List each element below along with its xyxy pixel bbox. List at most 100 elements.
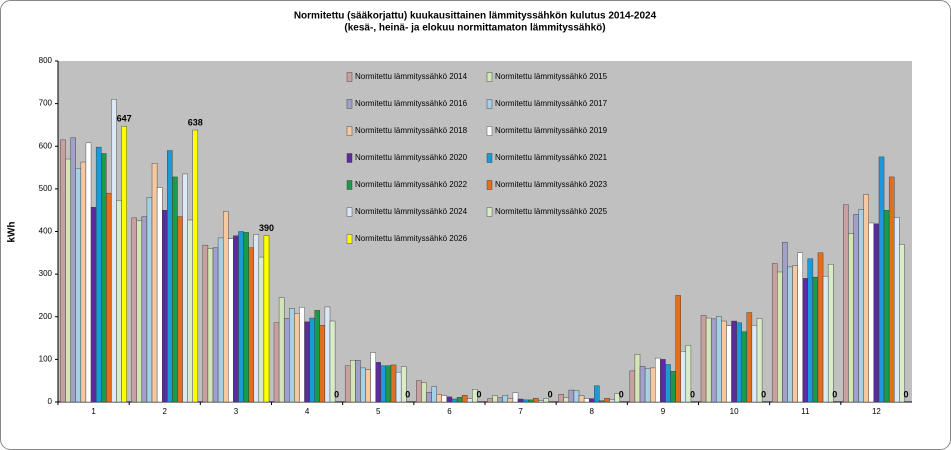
bar xyxy=(568,389,575,403)
bar xyxy=(802,278,808,403)
bar xyxy=(248,247,254,403)
bar xyxy=(807,258,814,403)
legend-swatch xyxy=(346,180,353,190)
bar xyxy=(167,150,173,403)
legend-swatch xyxy=(346,153,353,163)
data-label: 0 xyxy=(832,389,837,399)
bar xyxy=(665,364,671,403)
bar xyxy=(431,386,437,403)
data-label: 0 xyxy=(690,389,695,399)
bar xyxy=(380,365,387,403)
bar xyxy=(741,331,748,403)
bar xyxy=(797,252,803,403)
bar xyxy=(528,399,534,403)
bar xyxy=(121,126,127,403)
bar xyxy=(324,306,331,403)
y-tick-label: 600 xyxy=(39,141,53,150)
bar xyxy=(716,316,722,403)
legend-label: Normitettu lämmityssähkö 2026 xyxy=(355,234,468,243)
bar xyxy=(172,176,178,403)
x-tick-label: 3 xyxy=(234,407,239,416)
bar xyxy=(472,389,478,403)
bar xyxy=(863,194,869,403)
bar xyxy=(177,216,183,403)
bar xyxy=(202,244,209,403)
data-label: 638 xyxy=(188,117,203,127)
x-tick-label: 12 xyxy=(872,407,881,416)
bar xyxy=(543,398,549,403)
bar xyxy=(817,252,824,403)
bar xyxy=(899,244,905,403)
data-label: 0 xyxy=(405,389,410,399)
bar xyxy=(782,241,788,403)
bar xyxy=(563,397,570,403)
bar xyxy=(599,400,605,403)
bar xyxy=(162,209,168,403)
bar xyxy=(141,216,148,403)
bar xyxy=(258,256,265,403)
bar xyxy=(400,366,407,403)
bar xyxy=(731,320,737,403)
bar xyxy=(263,235,270,403)
y-tick-label: 300 xyxy=(39,269,53,278)
bar xyxy=(858,209,864,403)
x-tick-label: 5 xyxy=(376,407,381,416)
bar xyxy=(294,313,300,403)
legend-label: Normitettu lämmityssähkö 2017 xyxy=(495,99,608,108)
bar xyxy=(873,223,880,403)
bar xyxy=(787,266,793,403)
bar xyxy=(283,318,290,403)
bar xyxy=(533,397,539,403)
bar xyxy=(456,397,463,403)
legend-swatch xyxy=(486,153,493,163)
bar xyxy=(629,370,636,403)
bar xyxy=(675,295,681,403)
bar xyxy=(853,214,859,403)
bar xyxy=(222,211,229,403)
bar xyxy=(243,232,249,403)
bar xyxy=(416,380,422,403)
bar xyxy=(314,310,321,403)
bar xyxy=(812,276,819,403)
bar xyxy=(101,153,107,403)
bar xyxy=(273,322,280,403)
bar xyxy=(710,318,717,403)
legend-swatch xyxy=(346,207,353,217)
bar xyxy=(65,158,71,403)
bar xyxy=(329,320,336,403)
bar xyxy=(700,315,707,403)
bar xyxy=(502,394,509,403)
bar xyxy=(75,168,82,403)
bar xyxy=(385,365,392,403)
bar xyxy=(639,365,646,403)
bar xyxy=(80,161,87,403)
bar xyxy=(843,204,849,403)
bar xyxy=(395,371,402,403)
bar xyxy=(461,394,468,403)
bar xyxy=(894,217,900,403)
legend-swatch xyxy=(346,99,353,109)
bar xyxy=(238,231,244,403)
bar xyxy=(583,398,590,403)
x-tick-label: 8 xyxy=(590,407,595,416)
x-tick-label: 6 xyxy=(447,407,452,416)
legend-label: Normitettu lämmityssähkö 2016 xyxy=(355,99,468,108)
bar xyxy=(350,360,356,403)
x-tick-label: 2 xyxy=(163,407,168,416)
data-label: 0 xyxy=(476,389,481,399)
chart-subtitle: (kesä-, heinä- ja elokuu normittamaton l… xyxy=(344,23,605,34)
bar xyxy=(467,398,473,403)
bar xyxy=(771,263,778,403)
bar xyxy=(289,308,295,403)
bar xyxy=(156,187,163,403)
bar xyxy=(868,222,875,403)
bar xyxy=(441,395,448,403)
data-label: 0 xyxy=(334,389,339,399)
bar xyxy=(497,397,503,403)
legend-label: Normitettu lämmityssähkö 2022 xyxy=(355,180,468,189)
bar xyxy=(390,364,397,403)
data-label: 0 xyxy=(548,389,553,399)
legend-label: Normitettu lämmityssähkö 2018 xyxy=(355,126,468,135)
bar xyxy=(116,200,122,403)
bar xyxy=(90,207,97,403)
